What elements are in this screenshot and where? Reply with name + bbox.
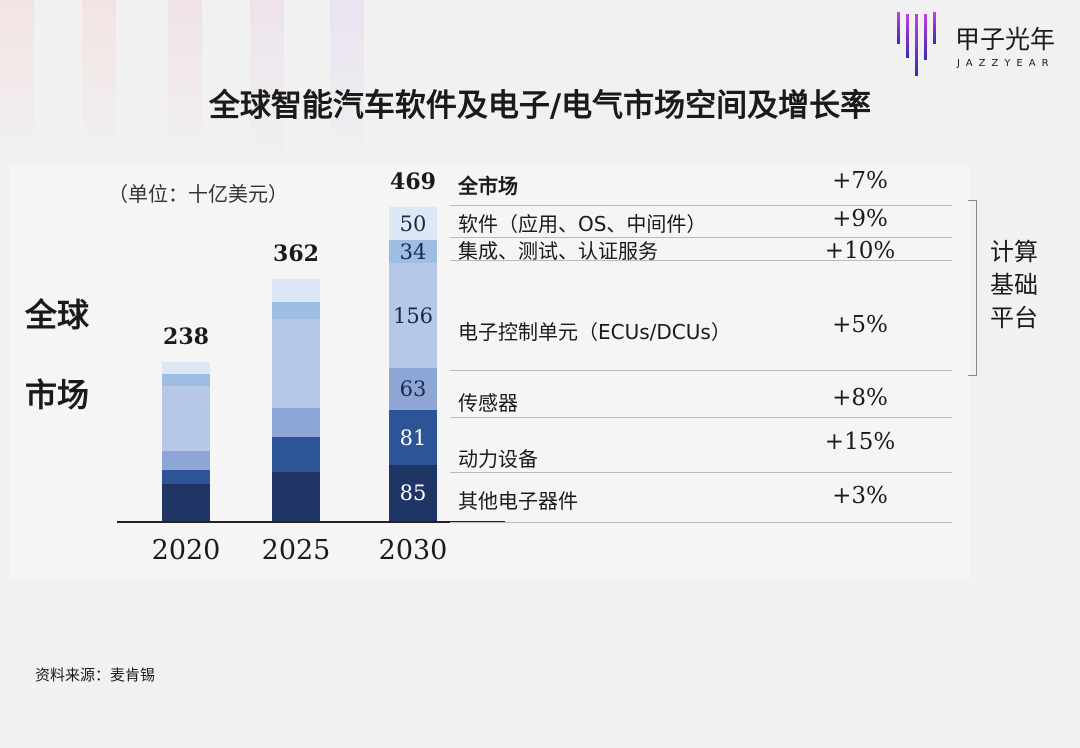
legend-label: 软件（应用、OS、中间件） [458, 212, 707, 236]
row-divider [450, 205, 952, 206]
legend-label: 其他电子器件 [458, 489, 578, 513]
logo-mark-icon [897, 12, 936, 76]
bar-segment [272, 278, 320, 303]
decor-stripe [82, 0, 116, 170]
bar-2020 [162, 0, 210, 522]
bar-segment [272, 436, 320, 472]
bar-segment: 156 [389, 263, 437, 369]
legend-label: 全市场 [458, 174, 518, 198]
row-divider [450, 370, 952, 371]
bar-segment [272, 302, 320, 320]
legend-label: 电子控制单元（ECUs/DCUs） [458, 320, 731, 344]
growth-rate: +7% [832, 168, 888, 194]
total-label: 238 [163, 324, 209, 351]
growth-rate: +3% [832, 483, 888, 509]
legend-label: 动力设备 [458, 447, 538, 471]
row-divider [450, 472, 952, 473]
bar-segment [162, 451, 210, 471]
bar-segment [162, 470, 210, 484]
decor-stripe [250, 0, 284, 170]
logo: 甲子光年 JAZZYEAR [893, 10, 1073, 80]
page-title: 全球智能汽车软件及电子/电气市场空间及增长率 [208, 88, 872, 124]
growth-rate: +5% [832, 312, 888, 338]
bar-segment: 34 [389, 240, 437, 264]
row-divider [450, 237, 952, 238]
bar-segment [272, 407, 320, 437]
bar-segment: 81 [389, 410, 437, 465]
growth-rate: +8% [832, 385, 888, 411]
decor-stripe [168, 0, 202, 170]
total-label: 362 [273, 240, 319, 267]
x-tick-label: 2025 [261, 535, 331, 566]
side-label-2: 市场 [25, 376, 90, 414]
side-label-1: 全球 [25, 296, 90, 334]
bracket-label-3: 平台 [990, 304, 1038, 332]
x-axis [117, 521, 505, 523]
x-tick-label: 2020 [151, 535, 221, 566]
bar-segment [162, 483, 210, 522]
bar-segment [162, 362, 210, 375]
decor-stripe [330, 0, 364, 170]
bar-segment [162, 385, 210, 452]
bracket [968, 200, 977, 376]
bar-2030: 85 81 63 156 34 50 [389, 0, 437, 522]
logo-en: JAZZYEAR [957, 58, 1055, 69]
bar-segment [162, 374, 210, 386]
legend-label: 集成、测试、认证服务 [458, 239, 658, 263]
bar-segment: 50 [389, 206, 437, 241]
decor-stripe [0, 0, 34, 170]
bar-segment: 63 [389, 368, 437, 411]
x-tick-label: 2030 [378, 535, 448, 566]
bar-2025 [272, 0, 320, 522]
growth-rate: +15% [824, 429, 896, 455]
bar-segment [272, 319, 320, 408]
growth-rate: +10% [824, 238, 896, 264]
logo-cn: 甲子光年 [955, 25, 1056, 54]
bracket-label-1: 计算 [990, 238, 1038, 266]
bar-segment [272, 471, 320, 522]
bracket-label-2: 基础 [990, 271, 1038, 299]
unit-label: （单位：十亿美元） [108, 182, 288, 206]
total-label: 469 [390, 168, 436, 195]
legend-label: 传感器 [458, 391, 518, 415]
row-divider [450, 260, 952, 261]
bar-segment: 85 [389, 464, 437, 522]
row-divider [450, 417, 952, 418]
source-note: 资料来源：麦肯锡 [35, 666, 156, 684]
growth-rate: +9% [832, 206, 888, 232]
row-divider [450, 522, 952, 523]
